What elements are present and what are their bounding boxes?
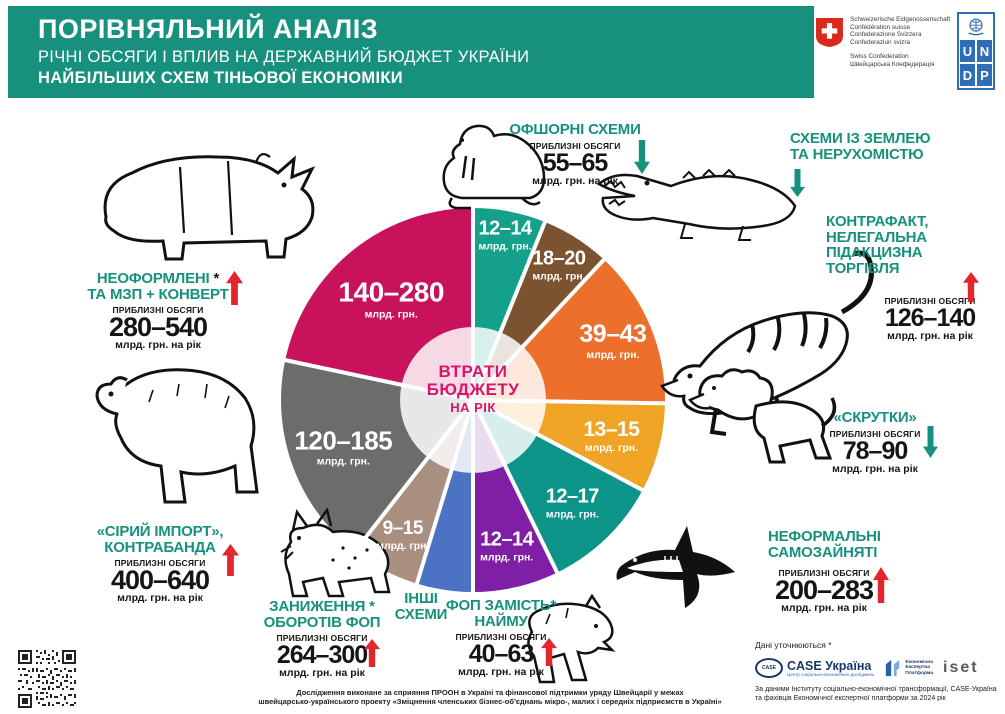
pie-slice-label: 12–14 млрд. грн.	[480, 528, 534, 564]
pie-slice-label: 39–43 млрд. грн.	[579, 319, 647, 361]
iset-logo: iset	[943, 659, 979, 676]
case-ukraine-logo: CASE CASE Україна Центр соціально-економ…	[755, 658, 874, 678]
undp-letter: U	[960, 40, 975, 62]
pie-slice-label: 9–15 млрд. грн.	[376, 517, 430, 552]
walrus-illustration	[442, 124, 546, 210]
source-note: За даними Інституту соціально-економічно…	[755, 686, 997, 693]
callout-fop-turnover-understatement: ЗАНИЖЕННЯ * ОБОРОТІВ ФОП ПРИБЛИЗНІ ОБСЯГ…	[263, 598, 381, 679]
swiss-text-line: Schweizerische Eidgenossenschaft	[850, 16, 951, 23]
callout-other-schemes: ІНШІ СХЕМИ	[394, 590, 448, 623]
pie-slice-label: 120–185 млрд. грн.	[294, 425, 393, 468]
data-note: Дані уточнюються *	[755, 640, 832, 650]
undp-letter: N	[977, 40, 992, 62]
pie-slice-label: 13–15 млрд. грн.	[583, 417, 640, 454]
qr-code	[18, 650, 76, 708]
bear-illustration	[95, 368, 259, 504]
eep-mark-icon	[886, 659, 900, 677]
lion-illustration	[687, 368, 837, 464]
pie-slice-divider	[471, 400, 475, 596]
header-banner: ПОРІВНЯЛЬНИЙ АНАЛІЗ РІЧНІ ОБСЯГИ І ВПЛИВ…	[8, 6, 814, 98]
callout-unregistered-wages: НЕОФОРМЛЕНІ * ТА МЗП + КОНВЕРТ ПРИБЛИЗНІ…	[78, 270, 243, 351]
page-title: ПОРІВНЯЛЬНИЙ АНАЛІЗ	[38, 14, 379, 44]
source-note: та фахівців Економічної експертної платф…	[755, 694, 946, 702]
crocodile-illustration	[596, 168, 797, 241]
callout-skrutky: «СКРУТКИ» ПРИБЛИЗНІ ОБСЯГИ 78–90 млрд. г…	[805, 410, 945, 475]
case-oval-icon: CASE	[755, 658, 783, 678]
credits-block: Дані уточнюються * CASE CASE Україна Цен…	[755, 640, 999, 703]
undp-letter: P	[977, 64, 992, 86]
undp-logo: U N D P	[957, 12, 995, 90]
undp-letter: D	[960, 64, 975, 86]
swiss-text-line: Confederazione Svizzera	[850, 31, 922, 39]
un-emblem-icon	[959, 14, 993, 40]
swiss-text-line: Confédération suisse	[850, 23, 911, 31]
pie-slice-label: 12–17 млрд. грн.	[545, 485, 600, 521]
callout-offshore-schemes: ОФШОРНІ СХЕМИ ПРИБЛИЗНІ ОБСЯГИ 55–65 млр…	[500, 122, 650, 187]
swiss-text-line: Confederaziun svizra	[850, 39, 911, 47]
callout-informal-self-employed: НЕФОРМАЛЬНІ САМОЗАЙНЯТІ ПРИБЛИЗНІ ОБСЯГИ…	[768, 529, 893, 614]
page-subtitle-1: РІЧНІ ОБСЯГИ І ВПЛИВ НА ДЕРЖАВНИЙ БЮДЖЕТ…	[38, 48, 530, 66]
pie-slice-divider	[471, 204, 475, 400]
swiss-cross-icon	[816, 18, 843, 52]
shark-illustration	[616, 526, 735, 608]
swiss-text-line: Swiss Confederation	[850, 52, 909, 60]
pie-center-title: ВТРАТИ БЮДЖЕТУ НА РІК	[426, 362, 520, 416]
callout-counterfeit-trade: КОНТРАФАКТ, НЕЛЕГАЛЬНА ПІДАКЦИЗНА ТОРГІВ…	[826, 214, 998, 342]
footnote-asterisk: *	[209, 270, 220, 287]
pie-slice-label: 12–14 млрд. грн.	[478, 217, 532, 253]
economic-expert-platform-logo: Економічна Експертна Платформа	[884, 658, 933, 678]
callout-fop-instead-of-hiring: ФОП ЗАМІСТЬ* НАЙМУ ПРИБЛИЗНІ ОБСЯГИ 40–6…	[445, 597, 557, 678]
pie-slice-label: 140–280 млрд. грн.	[338, 276, 444, 321]
page-subtitle-2: НАЙБІЛЬШИХ СХЕМ ТІНЬОВОЇ ЕКОНОМІКИ	[38, 69, 403, 87]
project-footnote: Дослідження виконане за сприяння ПРООН в…	[258, 688, 722, 706]
swiss-text-line: Швейцарська Конфедерація	[850, 60, 935, 68]
callout-land-real-estate: СХЕМИ ІЗ ЗЕМЛЕЮ ТА НЕРУХОМІСТЮ	[790, 131, 950, 162]
pie-slice-label: 18–20 млрд. грн.	[532, 247, 586, 283]
rhino-illustration	[103, 153, 316, 261]
callout-gray-import: «СІРИЙ ІМПОРТ», КОНТРАБАНДА ПРИБЛИЗНІ ОБ…	[80, 524, 240, 604]
